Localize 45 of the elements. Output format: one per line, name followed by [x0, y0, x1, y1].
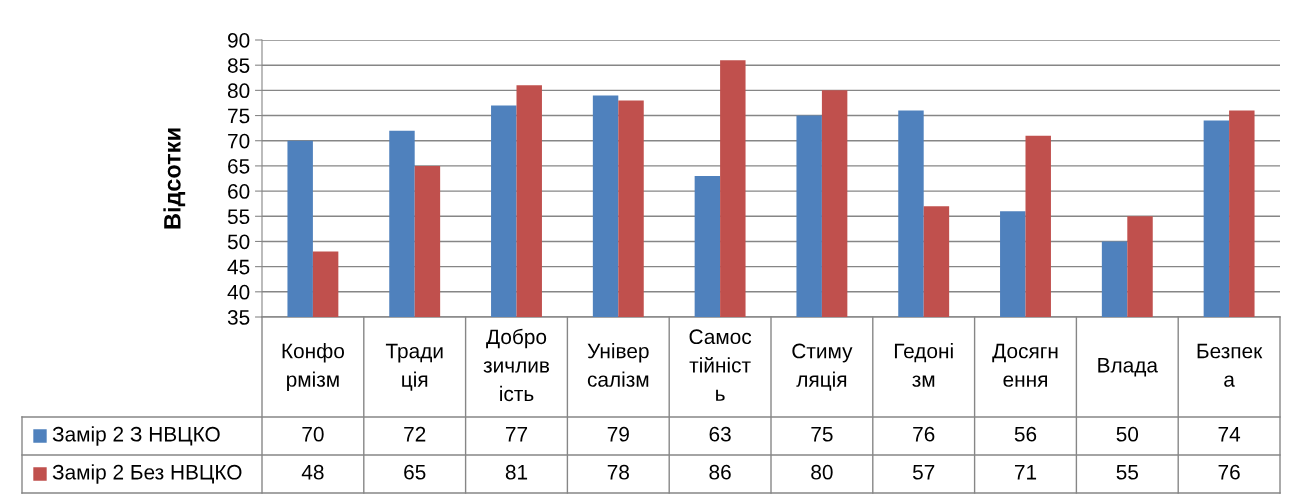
data-label: 56 [1014, 426, 1037, 442]
data-label: 76 [913, 426, 935, 442]
data-label: 55 [1116, 465, 1139, 480]
data-label: 70 [302, 426, 324, 442]
y-tick-label: 65 [228, 158, 250, 174]
x-tick-label: Конфо рмізм [282, 343, 345, 391]
y-tick-label: 80 [227, 83, 250, 99]
y-tick-label: 40 [227, 284, 250, 300]
data-label: 50 [1116, 426, 1139, 442]
legend-label: Замір 2 Без НВЦКО [52, 464, 242, 484]
x-tick-label: Універ салізм [587, 343, 649, 387]
data-label: 76 [1218, 464, 1240, 480]
data-label: 81 [505, 464, 528, 480]
data-label: 78 [607, 464, 629, 480]
data-label: 71 [1014, 465, 1037, 480]
data-label: 79 [607, 426, 629, 442]
x-tick-label: Самос тійніст ь [689, 329, 752, 401]
data-label: 57 [912, 465, 935, 480]
x-tick-label: Влада [1098, 358, 1158, 377]
data-label: 80 [811, 464, 833, 480]
data-label: 74 [1218, 427, 1241, 442]
x-tick-label: Гедоні зм [894, 343, 953, 387]
y-tick-label: 45 [227, 259, 250, 275]
x-tick-label: Добро зичлив ість [483, 328, 550, 402]
y-axis-title: Відсотки [163, 128, 186, 229]
data-label: 86 [709, 464, 731, 480]
x-tick-label: Досягн ення [992, 343, 1058, 387]
x-tick-label: Безпек а [1197, 343, 1263, 387]
y-tick-label: 35 [227, 310, 250, 325]
y-tick-label: 50 [227, 234, 250, 250]
x-tick-label: Стиму ляція [792, 343, 853, 391]
data-label: 77 [505, 427, 528, 442]
data-label: 75 [811, 427, 833, 442]
y-tick-label: 70 [228, 133, 250, 149]
y-tick-label: 90 [228, 33, 250, 48]
y-tick-label: 55 [227, 209, 250, 225]
x-tick-label: Тради ція [385, 343, 443, 391]
data-label: 72 [404, 426, 426, 442]
data-label: 48 [301, 464, 324, 480]
data-label: 65 [404, 464, 426, 480]
legend-label: Замір 2 З НВЦКО [52, 426, 220, 446]
y-tick-label: 85 [227, 58, 250, 73]
y-tick-label: 60 [228, 184, 250, 199]
y-tick-label: 75 [228, 108, 250, 124]
data-label: 63 [709, 426, 731, 442]
